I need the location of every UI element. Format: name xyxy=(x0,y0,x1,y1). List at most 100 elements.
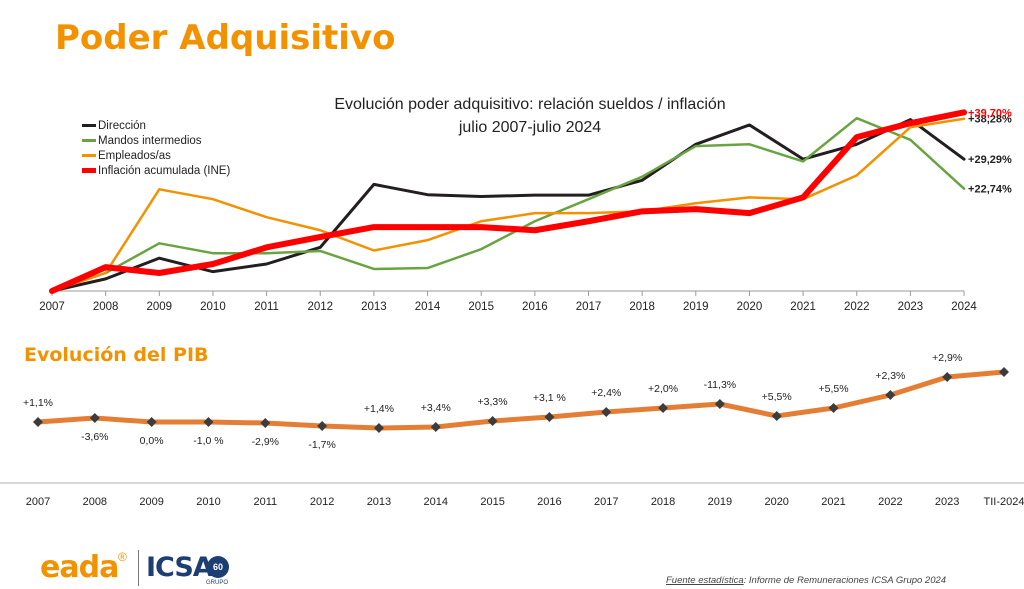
legend-label: Inflación acumulada (INE) xyxy=(98,164,231,177)
pib-x-tick-label: 2011 xyxy=(253,496,277,508)
page-title: Poder Adquisitivo xyxy=(55,18,396,58)
x-tick-label: 2012 xyxy=(307,301,333,313)
pib-marker xyxy=(714,399,725,409)
series-end-label: +22,74% xyxy=(968,184,1012,196)
source-note: Fuente estadística: Informe de Remunerac… xyxy=(666,575,946,586)
pib-x-tick-label: 2020 xyxy=(764,496,788,508)
legend-swatch xyxy=(82,154,96,157)
legend-swatch xyxy=(82,139,96,142)
series-end-label: +38,28% xyxy=(968,114,1012,126)
pib-data-label: +2,0% xyxy=(648,383,678,395)
x-tick-label: 2013 xyxy=(361,301,387,313)
legend-label: Empleados/as xyxy=(98,149,171,162)
pib-x-tick-label: 2007 xyxy=(26,496,50,508)
icsa-logo: ICSA xyxy=(146,552,214,583)
series-line-3 xyxy=(49,109,968,294)
series-end-label: +39,70% xyxy=(968,107,1012,119)
pib-data-label: +5,5% xyxy=(818,383,848,395)
pib-data-label: -1,0 % xyxy=(193,435,223,447)
pib-x-tick-label: 2016 xyxy=(537,496,561,508)
pib-marker xyxy=(33,417,43,427)
x-tick-label: 2010 xyxy=(200,301,226,313)
purchasing-power-line-chart: 2007 2008 2009 2010 2011 2012 2013 2014 2015 2016… xyxy=(39,107,1012,313)
series-line-2 xyxy=(50,117,966,293)
x-tick-label: 2009 xyxy=(147,301,173,313)
pib-marker xyxy=(942,372,953,382)
pib-data-label: +2,4% xyxy=(591,387,621,399)
pib-x-tick-label: 2021 xyxy=(821,496,845,508)
pib-marker xyxy=(260,418,271,428)
pib-x-tick-label: 2022 xyxy=(878,496,902,508)
pib-chart-title: Evolución del PIB xyxy=(24,344,209,366)
x-tick-label: 2007 xyxy=(39,301,65,313)
x-tick-label: 2021 xyxy=(790,301,816,313)
series-line-0 xyxy=(50,118,966,293)
eada-registered-mark: ® xyxy=(118,550,127,564)
x-tick-label: 2020 xyxy=(737,301,763,313)
pib-marker xyxy=(203,417,214,427)
pib-x-tick-label: 2014 xyxy=(424,496,448,508)
pib-data-label: 0,0% xyxy=(140,435,164,447)
legend-item-inflacion: Inflación acumulada (INE) xyxy=(82,163,230,178)
pib-data-label: +2,3% xyxy=(875,370,905,382)
pib-marker xyxy=(430,422,441,432)
legend-item-empleados: Empleados/as xyxy=(82,148,230,163)
x-tick-label: 2011 xyxy=(254,301,279,313)
pib-x-tick-label: 2012 xyxy=(310,496,334,508)
x-tick-label: 2024 xyxy=(951,301,977,313)
pib-data-label: -2,9% xyxy=(252,436,279,448)
pib-data-label: -11,3% xyxy=(704,379,737,391)
pib-marker xyxy=(317,421,328,431)
pib-x-tick-label: 2023 xyxy=(935,496,959,508)
pib-data-label: +3,1 % xyxy=(533,392,566,404)
pib-x-tick-label: 2018 xyxy=(651,496,675,508)
pib-marker xyxy=(771,411,782,421)
chart-title-line: Evolución poder adquisitivo: relación su… xyxy=(334,96,726,113)
pib-marker xyxy=(89,413,100,423)
source-text: : Informe de Remuneraciones ICSA Grupo 2… xyxy=(743,575,947,586)
chart-legend: Dirección Mandos intermedios Empleados/a… xyxy=(82,118,230,178)
pib-data-label: +1,4% xyxy=(364,403,394,415)
pib-marker xyxy=(658,403,669,413)
x-tick-label: 2019 xyxy=(683,301,709,313)
pib-marker xyxy=(828,403,839,413)
pib-marker xyxy=(601,407,612,417)
pib-x-tick-label: TII-2024 xyxy=(984,496,1024,508)
x-tick-label: 2015 xyxy=(468,301,494,313)
pib-marker xyxy=(373,423,384,433)
legend-item-mandos: Mandos intermedios xyxy=(82,133,230,148)
pib-data-label: +5,5% xyxy=(762,391,792,403)
pib-x-tick-label: 2010 xyxy=(196,496,220,508)
logo-divider xyxy=(138,550,139,586)
icsa-anniversary-badge: 60 xyxy=(207,556,229,578)
x-tick-label: 2014 xyxy=(415,301,441,313)
pib-marker xyxy=(885,390,896,400)
x-tick-label: 2022 xyxy=(844,301,870,313)
chart-title: Evolución poder adquisitivo: relación su… xyxy=(260,93,800,139)
legend-label: Mandos intermedios xyxy=(98,134,202,147)
legend-swatch xyxy=(82,168,96,173)
legend-item-direccion: Dirección xyxy=(82,118,230,133)
icsa-grupo-label: GRUPO xyxy=(206,580,229,586)
pib-x-tick-label: 2015 xyxy=(480,496,504,508)
pib-series-line xyxy=(37,369,1005,431)
pib-x-tick-label: 2019 xyxy=(708,496,732,508)
pib-x-tick-label: 2009 xyxy=(139,496,163,508)
pib-data-label: +2,9% xyxy=(932,352,962,364)
x-tick-label: 2017 xyxy=(576,301,602,313)
pib-marker xyxy=(544,412,555,422)
pib-x-tick-label: 2017 xyxy=(594,496,618,508)
pib-marker xyxy=(999,367,1009,377)
chart-subtitle-line: julio 2007-julio 2024 xyxy=(458,119,602,136)
series-end-label: +29,29% xyxy=(968,154,1012,166)
x-tick-label: 2008 xyxy=(93,301,119,313)
source-label: Fuente estadística xyxy=(666,575,744,586)
legend-label: Dirección xyxy=(98,119,146,132)
pib-data-label: +1,1% xyxy=(23,397,53,409)
pib-data-label: -3,6% xyxy=(81,431,108,443)
pib-x-tick-label: 2013 xyxy=(367,496,391,508)
eada-logo: eada xyxy=(40,550,119,585)
legend-swatch xyxy=(82,124,96,127)
pib-data-label: +3,3% xyxy=(478,396,508,408)
pib-marker xyxy=(146,417,157,427)
